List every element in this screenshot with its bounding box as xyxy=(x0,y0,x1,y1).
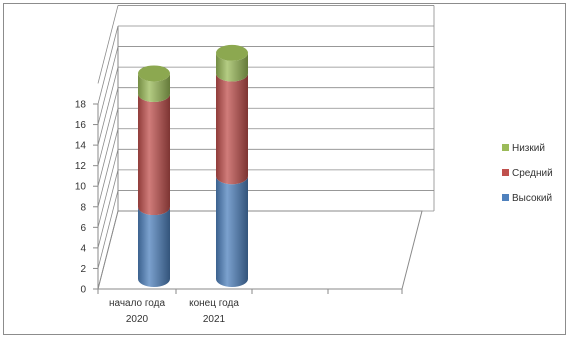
side-gridline xyxy=(97,190,119,269)
bar-segment-Средний xyxy=(216,73,248,185)
y-tick-label: 8 xyxy=(80,202,86,213)
y-tick-label: 0 xyxy=(80,285,86,296)
side-gridline xyxy=(97,149,119,228)
y-tick-label: 16 xyxy=(75,120,87,131)
chart-frame: 0 2 4 6 8 10 12 14 16 18 начало года 2020 конец год… xyxy=(3,3,566,335)
x-category-label: конец года xyxy=(189,298,239,309)
bar-segment-Низкий xyxy=(216,52,248,82)
bar-segment-Высокий xyxy=(216,176,248,287)
bar-segment-Низкий xyxy=(138,73,170,102)
side-gridline xyxy=(97,108,119,187)
legend-label: Низкий xyxy=(512,143,545,154)
side-gridline xyxy=(97,67,119,146)
y-tick-label: 4 xyxy=(80,243,86,254)
bar-top-cap xyxy=(138,65,170,82)
chart-svg: 0 2 4 6 8 10 12 14 16 18 начало года 2020 конец год… xyxy=(75,5,553,325)
y-tick-label: 14 xyxy=(75,141,87,152)
x-category-label: 2020 xyxy=(126,314,149,325)
legend-label: Средний xyxy=(512,168,553,179)
side-gridline xyxy=(97,210,119,290)
side-gridline xyxy=(97,128,119,207)
legend-swatch xyxy=(502,169,509,176)
legend: Низкий Средний Высокий xyxy=(502,143,553,204)
legend-swatch xyxy=(502,144,509,151)
x-category-label: 2021 xyxy=(203,314,226,325)
y-tick-label: 10 xyxy=(75,182,87,193)
y-tick-label: 6 xyxy=(80,223,86,234)
bar-top-cap xyxy=(216,44,248,61)
legend-swatch xyxy=(502,194,509,201)
y-tick-label: 12 xyxy=(75,161,87,172)
side-gridline xyxy=(97,5,119,84)
bar-segment-Высокий xyxy=(138,207,170,287)
side-gridline xyxy=(97,87,119,166)
y-tick-label: 18 xyxy=(75,100,87,111)
bar-segment-Средний xyxy=(138,94,170,216)
bars xyxy=(138,44,248,287)
x-axis-labels: начало года 2020 конец года 2021 xyxy=(109,298,239,325)
y-tick-label: 2 xyxy=(80,264,86,275)
y-axis-ticks: 0 2 4 6 8 10 12 14 16 18 xyxy=(75,100,403,296)
legend-label: Высокий xyxy=(512,193,552,204)
gridlines xyxy=(97,5,434,290)
side-gridline xyxy=(97,46,119,125)
side-gridline xyxy=(97,25,119,105)
x-category-label: начало года xyxy=(109,298,166,309)
side-gridline xyxy=(97,169,119,248)
